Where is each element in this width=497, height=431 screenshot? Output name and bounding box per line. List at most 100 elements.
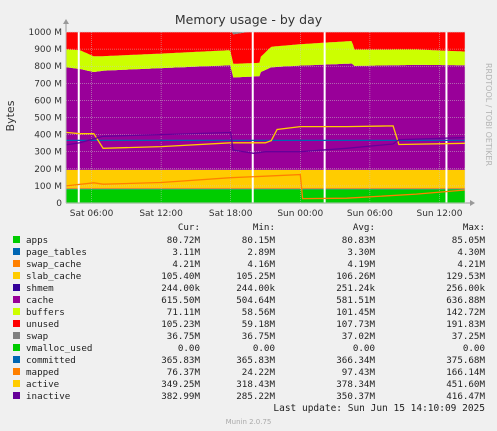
area-page-tables xyxy=(66,188,465,190)
legend-value: 451.60M xyxy=(446,379,485,390)
legend-value: 378.34M xyxy=(336,379,375,390)
legend-value: 142.72M xyxy=(446,307,485,318)
y-tick-label: 100 M xyxy=(34,182,62,192)
area-swap-cache xyxy=(66,188,465,189)
legend-value: 636.88M xyxy=(446,295,485,306)
y-tick-label: 300 M xyxy=(34,148,62,158)
legend-column-header: Min: xyxy=(253,222,275,233)
legend-swatch xyxy=(13,308,20,315)
legend-swatch xyxy=(13,332,20,339)
legend-value: 105.25M xyxy=(236,271,275,282)
legend-value: 2.89M xyxy=(247,247,275,258)
y-axis-arrow xyxy=(63,19,69,24)
legend-value: 166.14M xyxy=(446,367,485,378)
area-unused xyxy=(66,32,465,64)
munin-version-footer: Munin 2.0.75 xyxy=(226,418,272,426)
legend-swatch xyxy=(13,296,20,303)
legend-series-name: swap_cache xyxy=(26,259,81,270)
y-tick-label: 400 M xyxy=(34,131,62,141)
plot-border xyxy=(65,31,466,204)
legend-value: 80.72M xyxy=(167,235,201,246)
legend-value: 59.18M xyxy=(242,319,276,330)
area-apps xyxy=(66,189,465,203)
y-tick-label: 900 M xyxy=(34,45,62,55)
legend-value: 504.64M xyxy=(236,295,275,306)
y-tick-label: 1000 M xyxy=(28,28,62,38)
legend-value: 0.00 xyxy=(353,343,375,354)
legend-swatch xyxy=(13,380,20,387)
legend-value: 36.75M xyxy=(167,331,201,342)
legend-value: 37.02M xyxy=(342,331,376,342)
legend-value: 105.23M xyxy=(161,319,200,330)
legend-series-name: vmalloc_used xyxy=(26,343,92,354)
legend-series-name: shmem xyxy=(26,283,54,294)
legend-value: 382.99M xyxy=(161,391,200,402)
legend-value: 244.00k xyxy=(161,283,200,294)
area-cache xyxy=(66,63,465,170)
legend-value: 4.21M xyxy=(172,259,200,270)
legend-swatch xyxy=(13,260,20,267)
legend-swatch xyxy=(13,236,20,243)
legend-swatch xyxy=(13,344,20,351)
rrdtool-credit: RRDTOOL / TOBI OETIKER xyxy=(484,63,493,166)
legend-value: 101.45M xyxy=(336,307,375,318)
legend-value: 251.24k xyxy=(336,283,375,294)
legend-series-name: slab_cache xyxy=(26,271,81,282)
plot-area: 0 100 M 200 M 300 M 400 M 500 M 600 M 700 M 800 … xyxy=(28,19,475,219)
legend-value: 615.50M xyxy=(161,295,200,306)
legend-series-name: cache xyxy=(26,295,54,306)
legend-swatch xyxy=(13,392,20,399)
legend-series-name: apps xyxy=(26,235,48,246)
x-axis-arrow xyxy=(470,200,475,206)
legend-column-header: Cur: xyxy=(178,222,200,233)
legend-series-name: unused xyxy=(26,319,59,330)
legend-value: 256.00k xyxy=(446,283,485,294)
legend-value: 366.34M xyxy=(336,355,375,366)
legend-column-header: Max: xyxy=(463,222,485,233)
legend-value: 350.37M xyxy=(336,391,375,402)
line-inactive xyxy=(65,131,466,155)
legend-value: 244.00k xyxy=(236,283,275,294)
legend-value: 0.00 xyxy=(463,343,485,354)
legend-swatch xyxy=(13,320,20,327)
legend-value: 0.00 xyxy=(178,343,200,354)
legend-value: 4.21M xyxy=(457,259,485,270)
y-tick-label: 0 xyxy=(56,199,62,209)
chart-title: Memory usage - by day xyxy=(175,12,323,27)
legend-value: 80.83M xyxy=(342,235,376,246)
legend-value: 3.30M xyxy=(347,247,375,258)
x-tick-label: Sat 12:00 xyxy=(139,209,183,219)
legend-value: 581.51M xyxy=(336,295,375,306)
x-tick-label: Sat 18:00 xyxy=(209,209,253,219)
legend-value: 191.83M xyxy=(446,319,485,330)
y-tick-label: 200 M xyxy=(34,165,62,175)
legend-value: 85.05M xyxy=(452,235,486,246)
legend-value: 97.43M xyxy=(342,367,376,378)
area-slab-cache xyxy=(66,169,465,188)
legend-value: 76.37M xyxy=(167,367,201,378)
legend-swatch xyxy=(13,272,20,279)
y-axis-label: Bytes xyxy=(4,100,17,131)
legend-value: 318.43M xyxy=(236,379,275,390)
y-tick-label: 700 M xyxy=(34,79,62,89)
legend-value: 105.40M xyxy=(161,271,200,282)
legend-series-name: page_tables xyxy=(26,247,87,258)
legend-value: 375.68M xyxy=(446,355,485,366)
y-tick-label: 600 M xyxy=(34,96,62,106)
legend-value: 36.75M xyxy=(242,331,276,342)
legend-series-name: active xyxy=(26,379,59,390)
y-tick-label: 500 M xyxy=(34,114,62,124)
legend-value: 4.30M xyxy=(457,247,485,258)
legend-value: 285.22M xyxy=(236,391,275,402)
legend-swatch xyxy=(13,284,20,291)
legend-value: 416.47M xyxy=(446,391,485,402)
legend-value: 80.15M xyxy=(242,235,276,246)
legend-series-name: committed xyxy=(26,355,76,366)
area-buffers xyxy=(66,41,465,78)
legend-swatch xyxy=(13,368,20,375)
legend-column-header: Avg: xyxy=(353,222,375,233)
y-tick-label: 800 M xyxy=(34,62,62,72)
legend-series-name: buffers xyxy=(26,307,65,318)
legend-value: 365.83M xyxy=(236,355,275,366)
